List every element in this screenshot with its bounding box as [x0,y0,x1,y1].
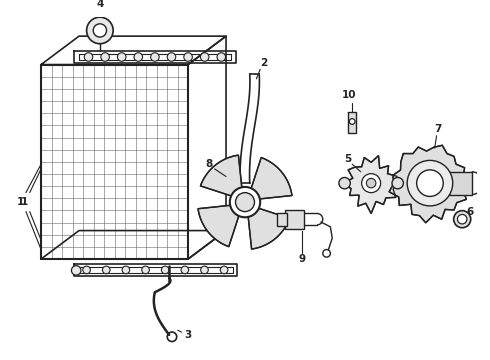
Circle shape [220,266,228,274]
Circle shape [93,24,106,37]
Text: 1: 1 [17,197,24,207]
Polygon shape [250,158,292,199]
Circle shape [134,53,143,61]
Bar [449,172,472,194]
Bar [348,112,356,133]
Circle shape [184,53,193,61]
Circle shape [416,170,443,197]
Circle shape [454,211,471,228]
Circle shape [362,174,381,193]
Circle shape [167,53,176,61]
Circle shape [142,266,149,274]
Circle shape [101,53,109,61]
Circle shape [236,193,254,212]
Polygon shape [200,155,242,197]
Circle shape [230,187,260,217]
Text: 4: 4 [96,0,103,9]
Circle shape [349,119,355,124]
Circle shape [87,17,113,44]
Text: 9: 9 [298,254,305,264]
Circle shape [150,53,159,61]
Circle shape [201,266,208,274]
Text: 2: 2 [260,58,268,68]
Circle shape [122,266,130,274]
Polygon shape [343,156,398,213]
Circle shape [367,179,376,188]
Circle shape [392,177,403,189]
Text: 5: 5 [344,154,351,165]
Circle shape [458,215,467,224]
Circle shape [161,266,169,274]
Text: 6: 6 [466,207,473,217]
Circle shape [83,266,90,274]
Bar [277,212,287,226]
Polygon shape [248,208,290,249]
Circle shape [118,53,126,61]
Circle shape [84,53,93,61]
Polygon shape [389,145,468,223]
Text: 3: 3 [184,330,192,340]
Circle shape [217,53,225,61]
Bar [285,210,304,229]
Text: 1: 1 [21,197,27,207]
Text: 10: 10 [342,90,357,100]
Text: 8: 8 [205,159,213,169]
Text: 7: 7 [434,124,441,134]
Circle shape [181,266,189,274]
Polygon shape [198,205,240,247]
Circle shape [102,266,110,274]
Circle shape [72,266,81,275]
Circle shape [339,177,350,189]
Circle shape [407,161,453,206]
Circle shape [200,53,209,61]
